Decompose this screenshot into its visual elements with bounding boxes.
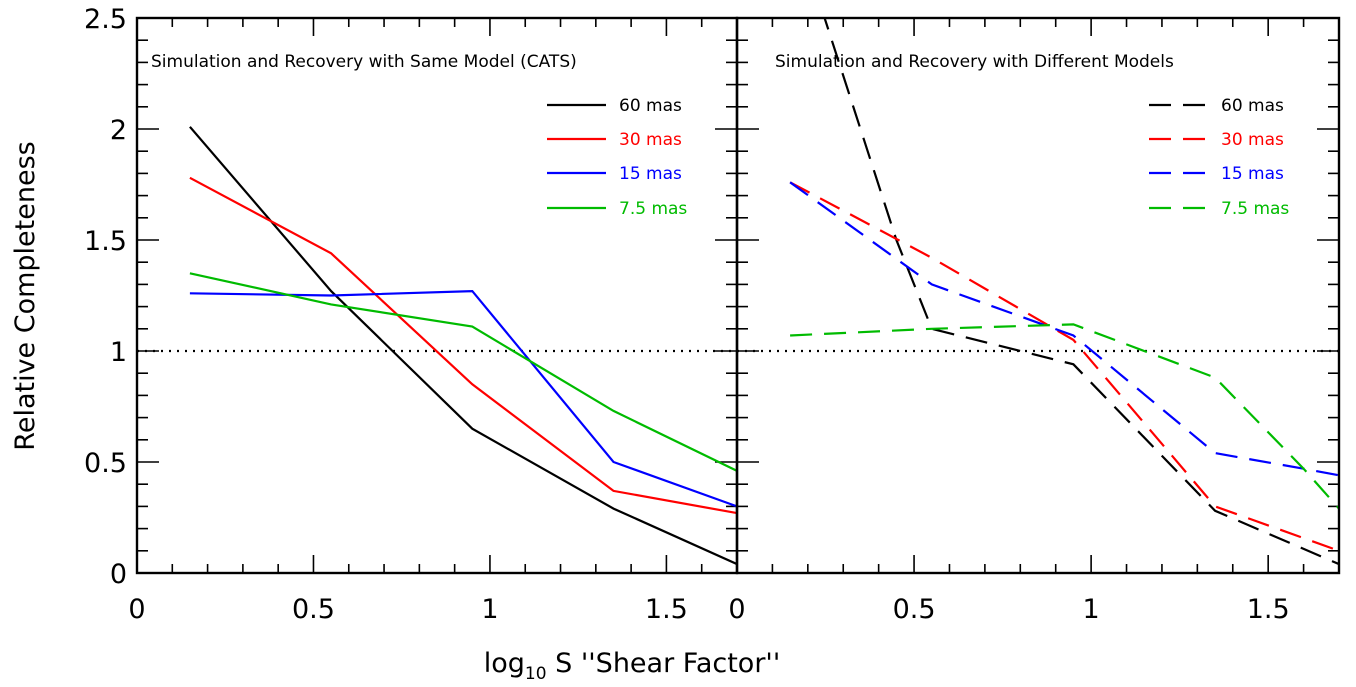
legend-label: 15 mas [619,164,682,184]
panel-1: 0 0.5 1 1.5 0 0.5 1 1.5 2 2.5 Simulation and Recov… [84,4,739,625]
x-tick-label: 1.5 [645,594,688,625]
panel-title: Simulation and Recovery with Different M… [775,52,1174,72]
x-tick-label: 0.5 [893,594,936,625]
panel-title: Simulation and Recovery with Same Model … [151,52,577,72]
series-line-15-mas [789,181,1339,477]
legend-label: 7.5 mas [1221,199,1289,219]
y-tick-label: 0 [110,559,127,590]
x-axis-title: log10 S ''Shear Factor'' [484,648,781,684]
legend-label: 60 mas [619,96,682,116]
series-line-7-5-mas [189,272,737,472]
series-line-15-mas [189,289,737,508]
panel-2: 0 0.5 1 1.5 Simulation and Recovery with Dif… [728,16,1341,625]
y-tick-label: 2.5 [84,4,127,35]
x-tick-label: 0.5 [292,594,335,625]
x-axis-title-suffix: S ''Shear Factor'' [547,648,781,679]
panels: 0 0.5 1 1.5 0 0.5 1 1.5 2 2.5 Simulation and Recov… [84,4,1341,625]
legend-label: 15 mas [1221,164,1284,184]
x-axis-title-prefix: log [484,648,525,679]
x-tick-label: 0 [728,594,745,625]
x-tick-label: 1 [1083,594,1100,625]
legend-label: 60 mas [1221,96,1284,116]
series-line-60-mas [189,126,737,566]
legend-label: 7.5 mas [619,199,687,219]
series-line-30-mas [789,181,1339,552]
series-line-60-mas [823,18,1339,566]
x-tick-label: 0 [128,594,145,625]
y-tick-label: 2 [110,115,127,146]
legend-label: 30 mas [619,130,682,150]
x-tick-label: 1.5 [1247,594,1290,625]
y-tick-label: 1.5 [84,226,127,257]
x-axis-title-subscript: 10 [525,664,547,684]
y-axis-title: Relative Completeness [10,141,41,450]
y-tick-label: 1 [110,337,127,368]
series-line-7-5-mas [790,323,1339,510]
series-line-30-mas [189,176,737,515]
x-tick-label: 1 [481,594,498,625]
y-tick-label: 0.5 [84,448,127,479]
plot-frame [735,16,1341,575]
legend-label: 30 mas [1221,130,1284,150]
